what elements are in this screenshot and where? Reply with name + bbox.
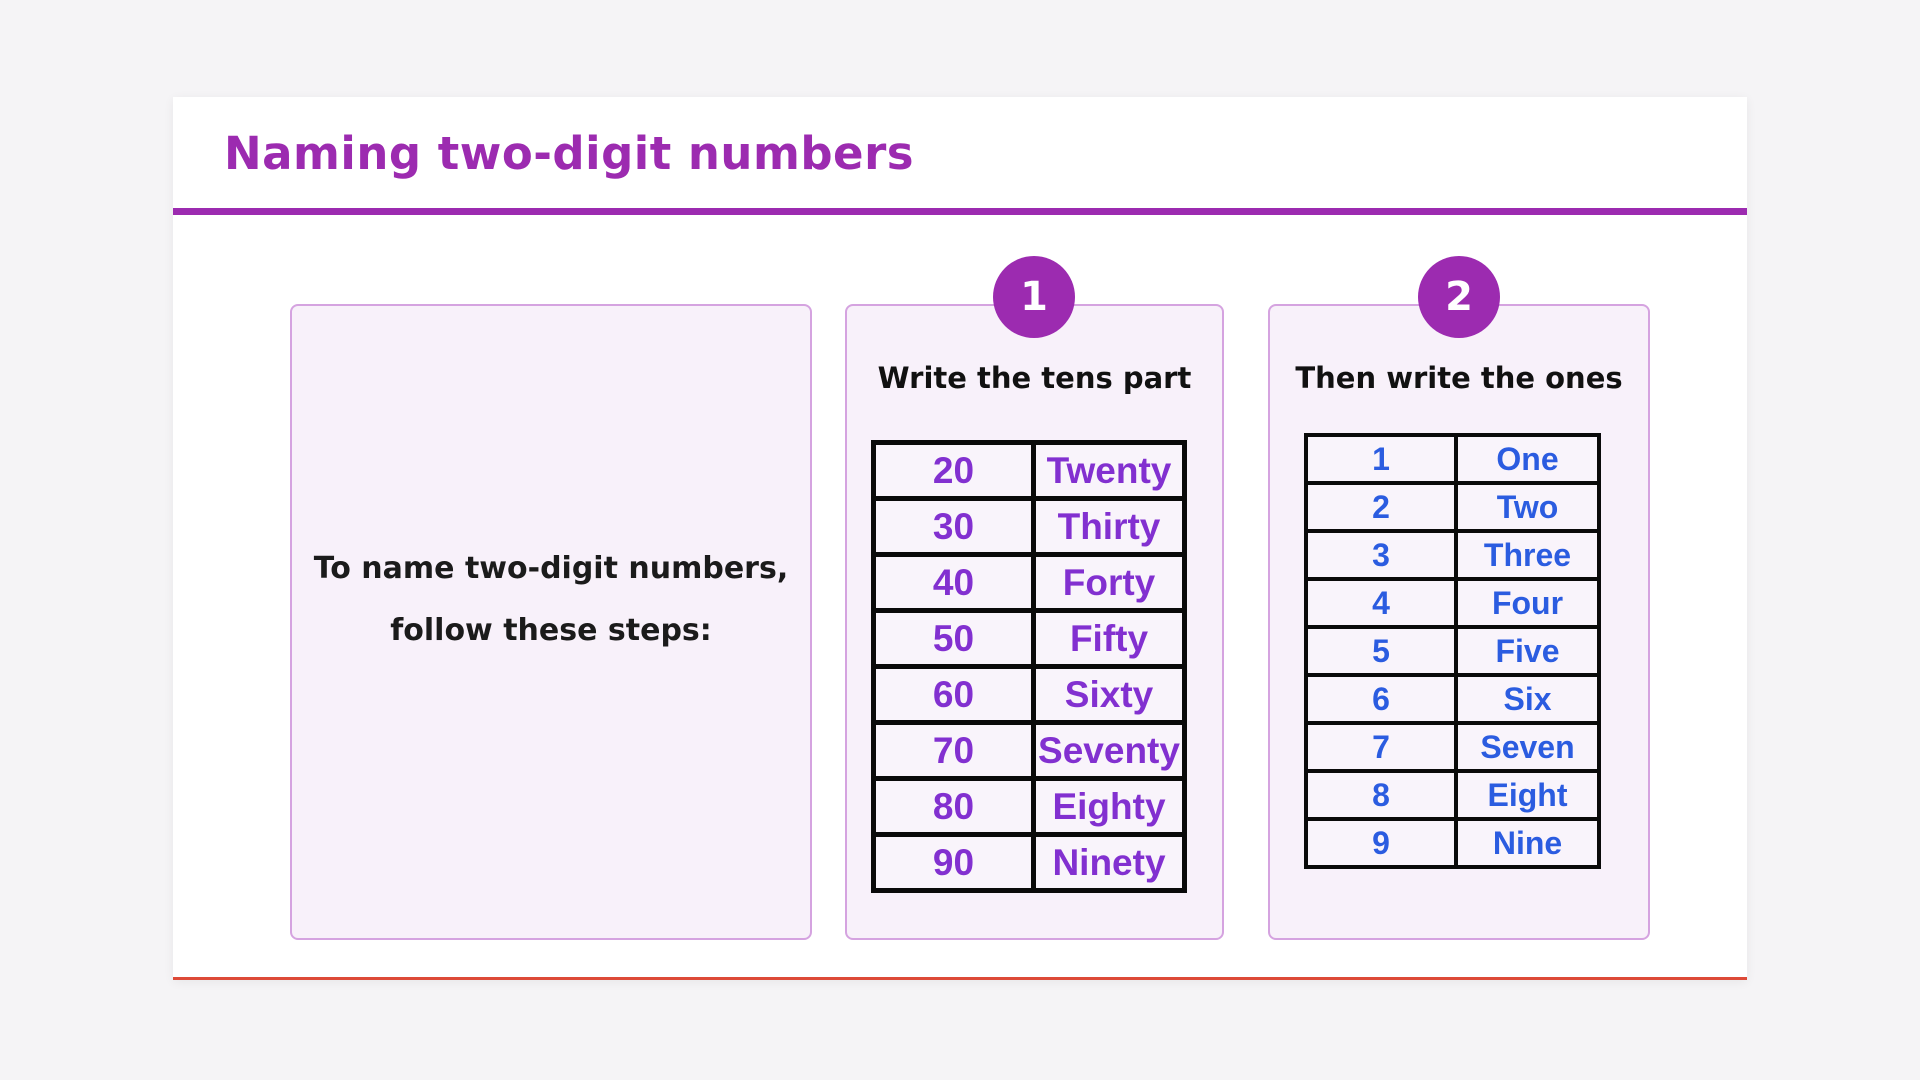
tens-value-cell: 40 [871,552,1036,613]
ones-value-cell: 2 [1304,481,1458,533]
tens-value-cell: 70 [871,720,1036,781]
ones-word-cell: Eight [1454,769,1601,821]
table-row: 9 Nine [1304,817,1601,869]
tens-word-cell: Fifty [1031,608,1187,669]
table-row: 6 Six [1304,673,1601,725]
ones-value-cell: 1 [1304,433,1458,485]
tens-word-cell: Eighty [1031,776,1187,837]
intro-panel: To name two-digit numbers, follow these … [290,304,812,940]
table-row: 8 Eight [1304,769,1601,821]
tens-value-cell: 60 [871,664,1036,725]
tens-word-cell: Forty [1031,552,1187,613]
step-2-badge-number: 2 [1445,274,1473,320]
ones-heading: Then write the ones [1295,361,1623,395]
table-row: 90 Ninety [871,832,1187,893]
ones-word-cell: Three [1454,529,1601,581]
tens-word-cell: Sixty [1031,664,1187,725]
intro-text-line-2: follow these steps: [390,613,712,648]
tens-table: 20 Twenty 30 Thirty 40 Forty 50 Fifty 60 [871,440,1187,893]
tens-panel: Write the tens part 20 Twenty 30 Thirty … [845,304,1224,940]
ones-panel: Then write the ones 1 One 2 Two 3 Three … [1268,304,1650,940]
ones-word-cell: Seven [1454,721,1601,773]
ones-word-cell: Five [1454,625,1601,677]
ones-word-cell: Nine [1454,817,1601,869]
title-divider [173,208,1747,215]
tens-word-cell: Twenty [1031,440,1187,501]
page-title: Naming two-digit numbers [224,127,915,180]
tens-value-cell: 20 [871,440,1036,501]
table-row: 1 One [1304,433,1601,485]
ones-value-cell: 3 [1304,529,1458,581]
ones-value-cell: 7 [1304,721,1458,773]
ones-value-cell: 6 [1304,673,1458,725]
intro-text: To name two-digit numbers, follow these … [292,538,810,662]
table-row: 5 Five [1304,625,1601,677]
step-2-badge: 2 [1418,256,1500,338]
ones-value-cell: 8 [1304,769,1458,821]
step-1-badge: 1 [993,256,1075,338]
tens-value-cell: 30 [871,496,1036,557]
intro-text-line-1: To name two-digit numbers, [313,551,789,586]
table-row: 70 Seventy [871,720,1187,781]
table-row: 20 Twenty [871,440,1187,501]
ones-word-cell: Two [1454,481,1601,533]
tens-value-cell: 50 [871,608,1036,669]
tens-word-cell: Seventy [1031,720,1187,781]
table-row: 60 Sixty [871,664,1187,725]
table-row: 80 Eighty [871,776,1187,837]
ones-value-cell: 9 [1304,817,1458,869]
table-row: 50 Fifty [871,608,1187,669]
table-row: 7 Seven [1304,721,1601,773]
ones-table: 1 One 2 Two 3 Three 4 Four 5 Five [1304,433,1601,869]
table-row: 40 Forty [871,552,1187,613]
ones-value-cell: 5 [1304,625,1458,677]
table-row: 30 Thirty [871,496,1187,557]
ones-word-cell: Four [1454,577,1601,629]
tens-value-cell: 80 [871,776,1036,837]
table-row: 3 Three [1304,529,1601,581]
ones-word-cell: One [1454,433,1601,485]
content-card: Naming two-digit numbers To name two-dig… [173,97,1747,980]
tens-word-cell: Ninety [1031,832,1187,893]
step-1-badge-number: 1 [1020,274,1048,320]
table-row: 4 Four [1304,577,1601,629]
tens-heading: Write the tens part [877,361,1192,395]
tens-word-cell: Thirty [1031,496,1187,557]
ones-word-cell: Six [1454,673,1601,725]
ones-value-cell: 4 [1304,577,1458,629]
table-row: 2 Two [1304,481,1601,533]
tens-value-cell: 90 [871,832,1036,893]
